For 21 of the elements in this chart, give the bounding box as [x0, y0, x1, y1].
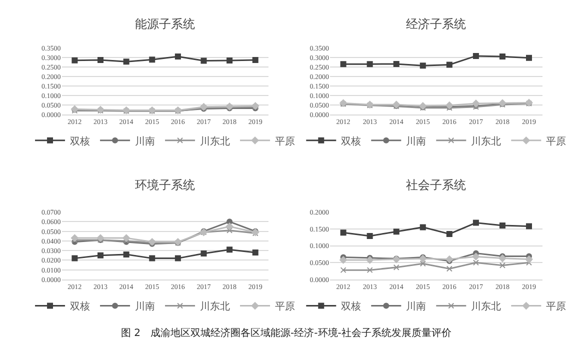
- chart-title: 能源子系统: [135, 17, 195, 31]
- legend-label: 川东北: [200, 135, 230, 148]
- legend-label: 双核: [341, 135, 362, 148]
- legend-label: 平原: [546, 302, 566, 313]
- legend-label: 川南: [406, 300, 426, 313]
- chart-title: 社会子系统: [406, 178, 466, 192]
- legend-label: 双核: [341, 300, 362, 313]
- legend-label: 平原: [275, 136, 296, 148]
- legend-label: 川东北: [200, 300, 230, 313]
- legend-label: 川东北: [471, 300, 502, 313]
- legend-label: 双核: [70, 135, 90, 148]
- chart-title: 经济子系统: [406, 17, 466, 31]
- legend-label: 双核: [70, 300, 90, 313]
- legend-label: 川南: [135, 300, 156, 313]
- legend-label: 平原: [546, 136, 566, 148]
- chart-title: 环境子系统: [135, 178, 195, 192]
- legend-label: 川东北: [471, 135, 502, 148]
- legend-label: 川南: [135, 135, 156, 148]
- caption: 图 2 成渝地区双城经济圈各区域能源-经济-环境-社会子系统发展质量评价: [121, 327, 452, 339]
- legend-label: 川南: [406, 135, 426, 148]
- legend-label: 平原: [275, 302, 296, 313]
